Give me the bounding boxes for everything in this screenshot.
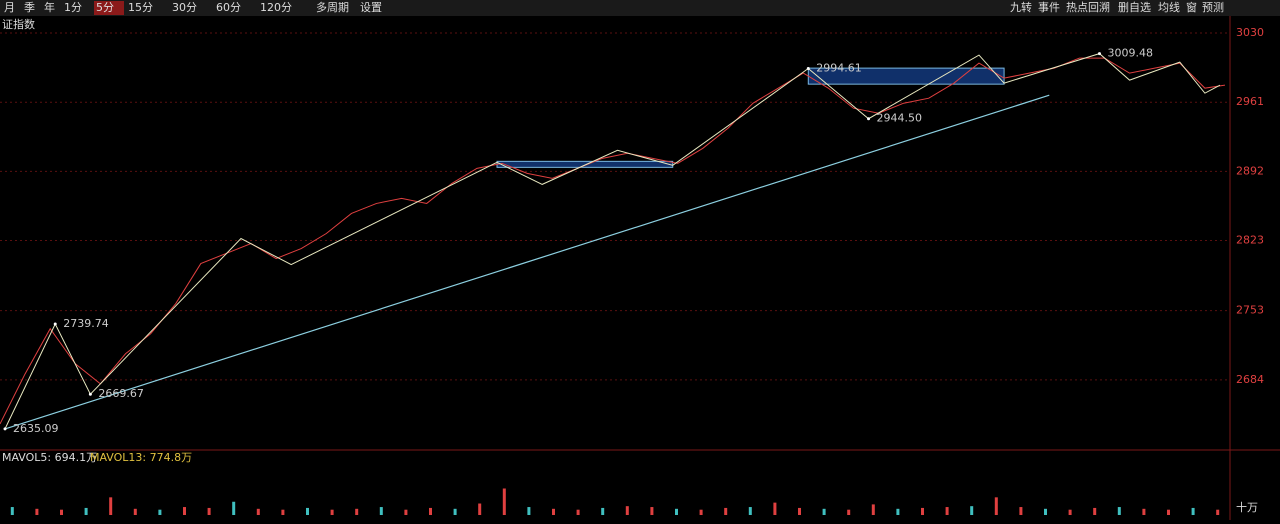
toolbar [0, 0, 1280, 16]
volume-bar [1216, 509, 1220, 515]
pivot-point [53, 322, 57, 326]
pivot-point [867, 117, 871, 121]
volume-bar [158, 509, 162, 515]
volume-bar [601, 507, 605, 515]
volume-bar [404, 509, 408, 515]
volume-bar [1068, 509, 1072, 515]
pivot-label: 2635.09 [13, 422, 59, 435]
zone [496, 160, 674, 168]
volume-bar [1167, 509, 1170, 515]
volume-unit: 十万 [1236, 500, 1258, 514]
volume-bar [478, 503, 482, 515]
volume-bar [822, 508, 826, 515]
volume-bar [502, 488, 506, 515]
toolbar-button[interactable]: 5分 [96, 1, 114, 14]
pivot-label: 2944.50 [877, 112, 923, 125]
volume-bar [84, 507, 88, 515]
volume-bar [256, 508, 260, 515]
pivot-label: 2994.61 [816, 62, 862, 75]
pivot-label: 2739.74 [63, 317, 108, 330]
volume-bar [773, 502, 777, 515]
volume-bar [847, 509, 851, 515]
volume-bar [10, 507, 14, 515]
toolbar-button[interactable]: 年 [44, 0, 55, 14]
pivot-label: 2669.67 [98, 387, 143, 400]
volume-bar [970, 506, 974, 515]
volume-bar [1044, 508, 1047, 515]
volume-bar [675, 508, 678, 515]
volume-bar [1191, 507, 1195, 515]
volume-bar [748, 507, 752, 515]
volume-bar [552, 508, 555, 515]
volume-bar [1117, 507, 1121, 515]
volume-bar [1093, 507, 1097, 515]
volume-bar [60, 509, 63, 515]
volume-bar [1019, 507, 1023, 515]
volume-bar [35, 508, 39, 515]
volume-bar [871, 504, 875, 515]
toolbar-button[interactable]: 季 [24, 1, 35, 14]
volume-bar [281, 509, 285, 515]
toolbar-button[interactable]: 九转 [1010, 0, 1032, 14]
volume-bar [453, 508, 457, 515]
volume-bar [576, 509, 580, 515]
toolbar-button[interactable]: 删自选 [1118, 1, 1151, 14]
toolbar-button[interactable]: 均线 [1158, 0, 1180, 14]
toolbar-button[interactable]: 30分 [172, 1, 197, 14]
volume-bar [945, 507, 949, 515]
pivot-point [88, 392, 92, 396]
mavol13: MAVOL13: 774.8万 [90, 451, 192, 464]
volume-bar [625, 506, 629, 515]
volume-bar [109, 497, 113, 515]
volume-bar [724, 507, 728, 515]
toolbar-button[interactable]: 月 [4, 1, 15, 14]
y-tick-label: 2892 [1236, 164, 1264, 177]
price-line [4, 53, 1221, 430]
pivot-point [1097, 52, 1101, 56]
y-tick-label: 2684 [1236, 373, 1264, 386]
toolbar-button[interactable]: 60分 [216, 1, 241, 14]
volume-bar [379, 507, 383, 515]
volume-bar [994, 497, 998, 515]
toolbar-button[interactable]: 设置 [360, 1, 382, 14]
toolbar-button[interactable]: 1分 [64, 1, 82, 14]
active-tab [94, 1, 124, 15]
toolbar-button[interactable]: 热点回溯 [1066, 1, 1110, 14]
y-tick-label: 2823 [1236, 234, 1264, 247]
volume-bar [355, 508, 359, 515]
toolbar-button[interactable]: 15分 [128, 1, 153, 14]
volume-bar [699, 509, 703, 515]
volume-bar [650, 507, 654, 515]
price-line [0, 57, 1226, 425]
volume-bar [798, 507, 801, 515]
toolbar-button[interactable]: 预测 [1202, 1, 1224, 14]
toolbar-button[interactable]: 多周期 [316, 0, 349, 14]
volume-bar [207, 507, 211, 515]
volume-bar [330, 509, 334, 515]
volume-bar [133, 508, 137, 515]
pivot-label: 3009.48 [1107, 47, 1153, 60]
toolbar-button[interactable]: 事件 [1038, 1, 1060, 14]
volume-bar [306, 507, 309, 515]
mavol5: MAVOL5: 694.1万 [2, 451, 97, 464]
toolbar-button[interactable]: 120分 [260, 1, 292, 14]
toolbar-button[interactable]: 窗 [1186, 0, 1197, 14]
pivot-point [806, 67, 810, 71]
volume-bar [232, 501, 236, 515]
volume-bar [1142, 508, 1146, 515]
trend-line [4, 94, 1050, 430]
y-tick-label: 3030 [1236, 26, 1264, 39]
volume-bar [527, 507, 531, 515]
volume-bar [183, 507, 186, 515]
y-tick-label: 2961 [1236, 95, 1264, 108]
pivot-point [3, 427, 7, 431]
volume-bar [429, 507, 432, 515]
volume-bar [921, 507, 924, 515]
chart-title: 证指数 [2, 17, 35, 31]
volume-bar [896, 508, 900, 515]
y-tick-label: 2753 [1236, 304, 1264, 317]
